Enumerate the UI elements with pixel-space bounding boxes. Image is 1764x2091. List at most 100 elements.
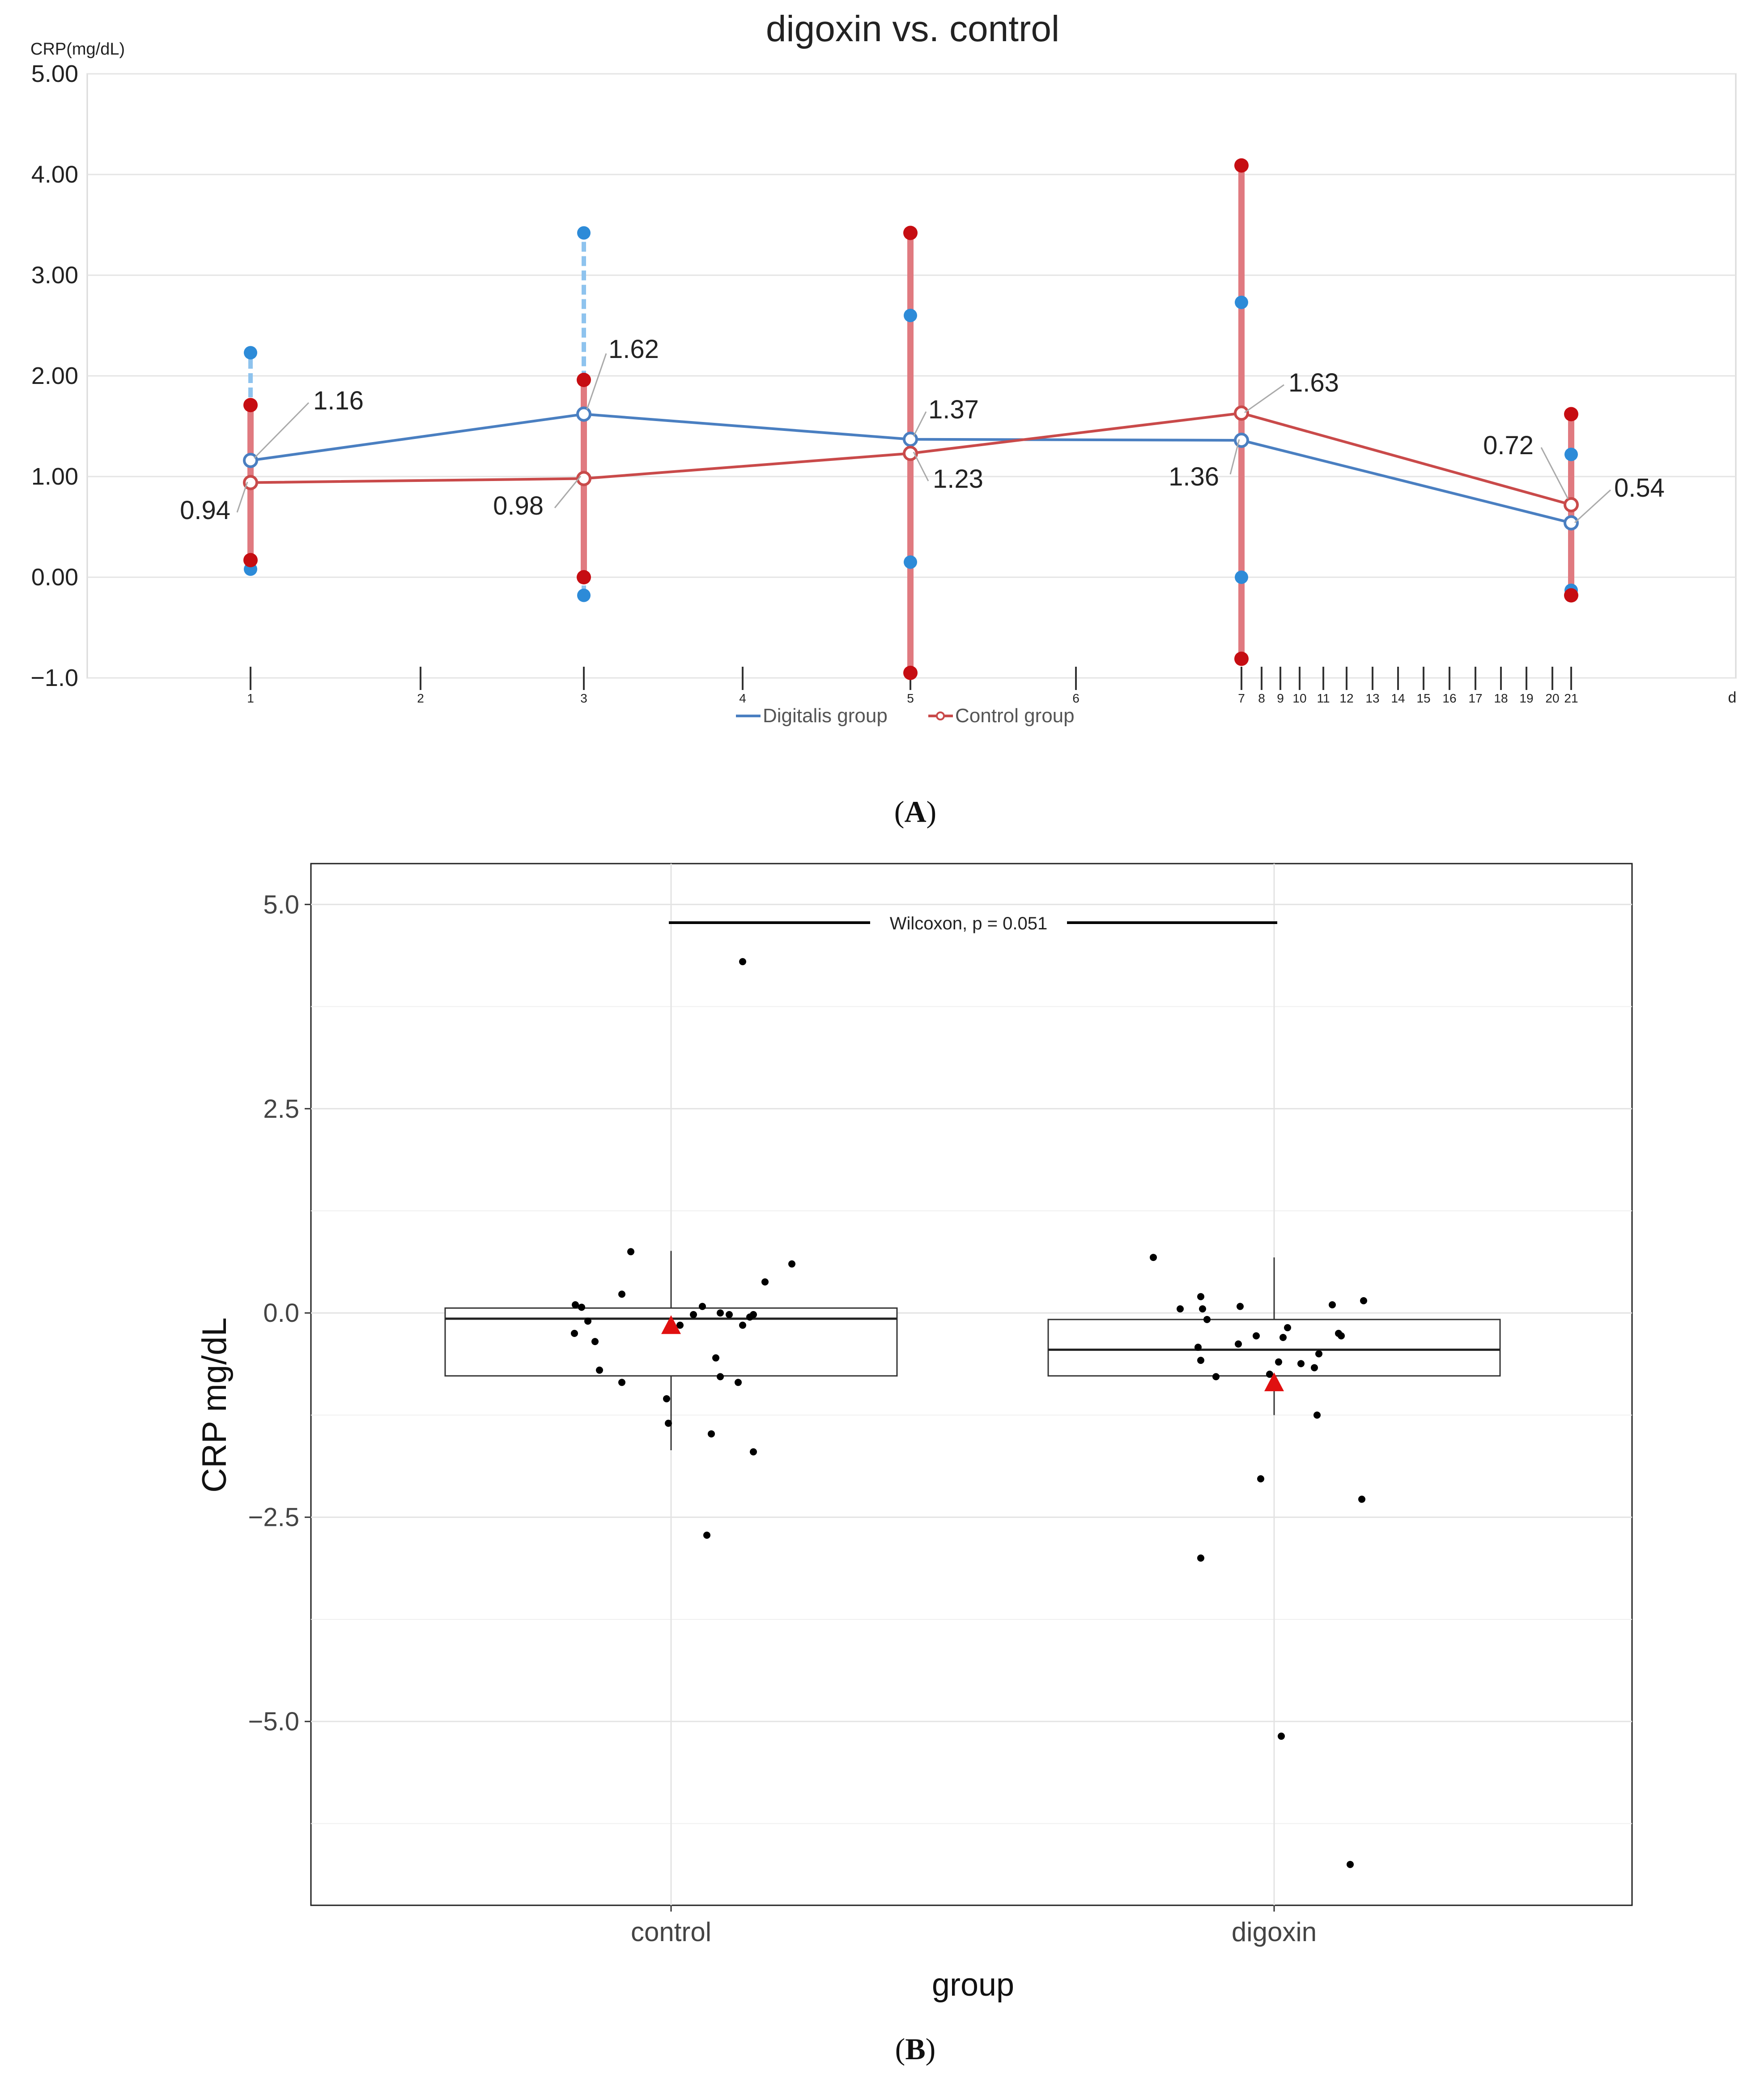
data-point-digoxin [1358, 1495, 1365, 1503]
data-point-digoxin [1338, 1332, 1345, 1340]
label-leader-line [253, 402, 310, 459]
control-mean-point [576, 471, 591, 486]
chart-title: digoxin vs. control [766, 9, 1059, 49]
panel-b-chart: 5.0 2.5 0.0 −2.5 −5.0 control digoxin Wilcoxon,… [196, 863, 1633, 2003]
data-point-control [739, 958, 746, 966]
data-point-control [750, 1448, 757, 1456]
data-point-control [627, 1248, 634, 1256]
data-point-control [735, 1379, 742, 1386]
x-tick-label: 21 [1564, 691, 1578, 705]
x-tick-label: 5 [907, 691, 914, 705]
legend-control-marker [936, 711, 945, 720]
x-tick-label: 1 [247, 691, 254, 705]
digitalis-min-dot [1235, 571, 1248, 584]
data-point-digoxin [1360, 1297, 1367, 1304]
control-min-dot [903, 665, 918, 680]
data-point-digoxin [1266, 1371, 1273, 1378]
digitalis-max-dot [1564, 447, 1578, 461]
data-point-control [788, 1260, 795, 1268]
data-point-control [712, 1354, 719, 1362]
data-point-control [591, 1338, 599, 1346]
x-tick-label: 18 [1494, 691, 1508, 705]
digitalis-mean-point [243, 453, 258, 468]
y-axis-title: CRP mg/dL [196, 1317, 234, 1492]
mean-marker-digoxin [1264, 1372, 1284, 1392]
x-tick-label: 12 [1339, 691, 1353, 705]
data-point-control [726, 1311, 733, 1318]
data-point-control [578, 1303, 585, 1311]
digitalis-value-label: 1.16 [313, 386, 364, 415]
data-point-control [572, 1301, 579, 1308]
data-point-digoxin [1197, 1357, 1204, 1364]
x-tick-label: 11 [1317, 691, 1330, 705]
data-point-control [699, 1303, 706, 1310]
x-tick-label: 16 [1442, 691, 1456, 705]
data-point-digoxin [1197, 1293, 1204, 1300]
data-point-digoxin [1275, 1358, 1282, 1366]
control-mean-point [1234, 405, 1249, 421]
x-tick-label: 20 [1545, 691, 1559, 705]
data-point-digoxin [1329, 1301, 1336, 1308]
y-tick-label: 1.00 [31, 463, 78, 490]
data-point-control [761, 1278, 769, 1286]
data-point-digoxin [1177, 1305, 1184, 1313]
control-min-dot [1564, 588, 1578, 603]
y-tick-label: −2.5 [248, 1503, 300, 1532]
data-point-digoxin [1311, 1364, 1318, 1371]
panel-a-label: (A) [894, 795, 937, 829]
x-tick-label: 14 [1391, 691, 1405, 705]
data-point-digoxin [1297, 1360, 1305, 1367]
x-tick-label: 13 [1365, 691, 1379, 705]
y-tick-label: 2.5 [263, 1094, 299, 1124]
data-point-control [596, 1367, 603, 1374]
y-tick-label: 4.00 [31, 161, 78, 188]
digitalis-min-dot [577, 588, 591, 602]
control-min-dot [1234, 652, 1249, 666]
data-point-control [571, 1329, 578, 1337]
x-tick-label: 4 [739, 691, 746, 705]
x-tick-label-control: control [631, 1917, 711, 1947]
control-max-dot [1564, 407, 1578, 422]
data-point-control [665, 1419, 672, 1427]
y-axis-label: CRP(mg/dL) [30, 40, 125, 59]
data-point-control [739, 1321, 746, 1329]
digitalis-max-dot [904, 309, 917, 322]
digitalis-value-label: 1.62 [608, 335, 659, 364]
x-axis-title: group [932, 1967, 1014, 2003]
data-point-digoxin [1313, 1411, 1321, 1419]
label-leader-line [554, 476, 582, 508]
data-point-control [703, 1531, 710, 1539]
legend-digitalis-label: Digitalis group [763, 705, 888, 727]
control-value-label: 1.63 [1288, 368, 1339, 397]
plot-panel [310, 863, 1633, 1906]
data-point-digoxin [1237, 1303, 1244, 1310]
wilcoxon-annotation: Wilcoxon, p = 0.051 [890, 914, 1047, 933]
legend-control-label: Control group [955, 705, 1075, 727]
data-point-control [676, 1321, 684, 1329]
data-point-digoxin [1315, 1350, 1322, 1358]
data-point-digoxin [1253, 1332, 1260, 1340]
control-max-dot [243, 398, 258, 413]
data-point-digoxin [1150, 1254, 1157, 1261]
digitalis-mean-point [1564, 515, 1579, 531]
y-tick-label: 0.00 [31, 564, 78, 591]
data-point-digoxin [1278, 1733, 1285, 1740]
digitalis-min-dot [904, 555, 917, 569]
data-point-control [708, 1430, 715, 1438]
y-tick-label: 5.0 [263, 890, 299, 919]
label-leader-line [1540, 447, 1569, 499]
data-point-digoxin [1199, 1305, 1206, 1313]
x-tick-label: 6 [1072, 691, 1080, 705]
data-point-control [618, 1290, 625, 1298]
panel-a-chart: −1.0 0.00 1.00 2.00 3.00 4.00 5.00 digoxin vs. … [30, 9, 1737, 727]
x-tick-label: 8 [1258, 691, 1265, 705]
x-axis-label: d [1728, 689, 1737, 706]
data-point-control [663, 1395, 670, 1402]
data-point-digoxin [1347, 1861, 1354, 1868]
digitalis-value-label: 1.36 [1169, 462, 1219, 491]
label-leader-line [913, 411, 927, 437]
digitalis-value-label: 1.37 [928, 395, 979, 424]
control-min-dot [243, 553, 258, 567]
data-point-control [717, 1309, 724, 1317]
